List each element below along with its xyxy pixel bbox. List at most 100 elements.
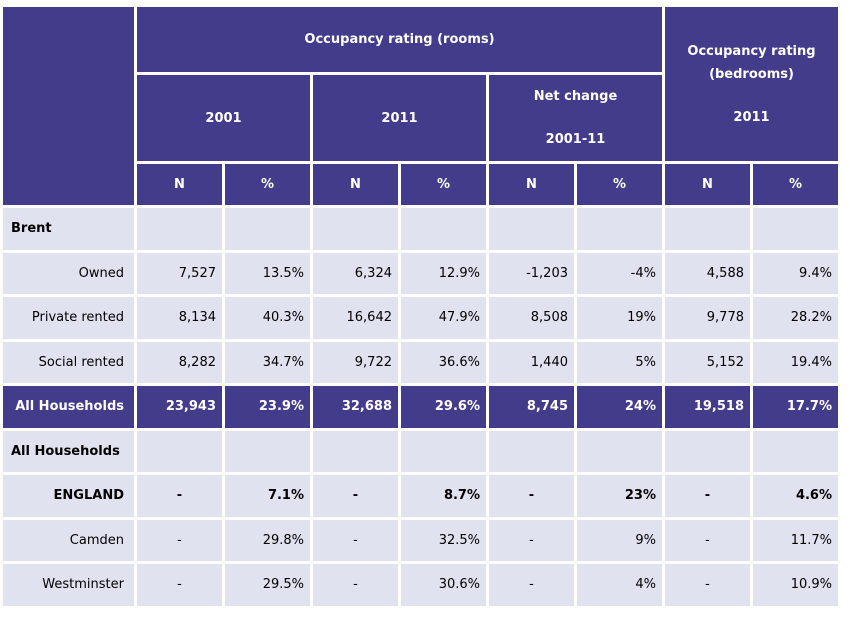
empty-cell: [753, 208, 838, 250]
table-cell: 7.1%: [225, 475, 310, 517]
table-cell: 9%: [577, 519, 662, 561]
header-occupancy-bedrooms-line1: Occupancy rating: [687, 43, 816, 59]
table-cell: -1,203: [489, 252, 574, 294]
table-cell: -: [665, 564, 750, 606]
table-cell: -: [313, 475, 398, 517]
table-row: ENGLAND - 7.1% - 8.7% - 23% - 4.6%: [3, 475, 838, 517]
empty-cell: [753, 430, 838, 472]
table-cell: 19%: [577, 297, 662, 339]
table-row: Social rented 8,282 34.7% 9,722 36.6% 1,…: [3, 341, 838, 383]
empty-cell: [137, 208, 222, 250]
table-row: Private rented 8,134 40.3% 16,642 47.9% …: [3, 297, 838, 339]
header-occupancy-bedrooms: Occupancy rating (bedrooms) 2011: [665, 7, 838, 161]
table-cell: -: [137, 519, 222, 561]
table-cell: 29.6%: [401, 386, 486, 428]
table-row: Camden - 29.8% - 32.5% - 9% - 11.7%: [3, 519, 838, 561]
section-row-all-households: All Households: [3, 430, 838, 472]
table-cell: 29.5%: [225, 564, 310, 606]
table-cell: 40.3%: [225, 297, 310, 339]
row-label: Camden: [3, 519, 134, 561]
table-cell: 5%: [577, 341, 662, 383]
table-cell: 9,722: [313, 341, 398, 383]
empty-cell: [313, 430, 398, 472]
table-cell: 32,688: [313, 386, 398, 428]
header-blank-cell: [3, 7, 134, 205]
table-cell: 30.6%: [401, 564, 486, 606]
section-row-brent: Brent: [3, 208, 838, 250]
table-cell: 9,778: [665, 297, 750, 339]
empty-cell: [665, 430, 750, 472]
col-header-n: N: [489, 164, 574, 205]
empty-cell: [225, 208, 310, 250]
table-cell: 1,440: [489, 341, 574, 383]
empty-cell: [489, 208, 574, 250]
table-cell: 29.8%: [225, 519, 310, 561]
table-cell: 23%: [577, 475, 662, 517]
table-cell: -4%: [577, 252, 662, 294]
table-cell: 6,324: [313, 252, 398, 294]
table-cell: 36.6%: [401, 341, 486, 383]
header-year-2001: 2001: [137, 75, 310, 161]
col-header-pct: %: [225, 164, 310, 205]
row-label: All Households: [3, 386, 134, 428]
row-label: Social rented: [3, 341, 134, 383]
col-header-pct: %: [753, 164, 838, 205]
header-occupancy-rooms: Occupancy rating (rooms): [137, 7, 662, 72]
table-cell: 12.9%: [401, 252, 486, 294]
empty-cell: [489, 430, 574, 472]
table-cell: 4,588: [665, 252, 750, 294]
col-header-pct: %: [401, 164, 486, 205]
empty-cell: [577, 208, 662, 250]
table-cell: -: [489, 475, 574, 517]
table-cell: 4%: [577, 564, 662, 606]
table-row: Owned 7,527 13.5% 6,324 12.9% -1,203 -4%…: [3, 252, 838, 294]
table-cell: 11.7%: [753, 519, 838, 561]
table-cell: -: [665, 519, 750, 561]
row-label: Owned: [3, 252, 134, 294]
table-cell: 17.7%: [753, 386, 838, 428]
table-cell: 24%: [577, 386, 662, 428]
table-cell: 23,943: [137, 386, 222, 428]
empty-cell: [401, 208, 486, 250]
empty-cell: [665, 208, 750, 250]
section-label-brent: Brent: [3, 208, 134, 250]
table-cell: 19,518: [665, 386, 750, 428]
table-cell: -: [313, 564, 398, 606]
table-cell: 47.9%: [401, 297, 486, 339]
empty-cell: [225, 430, 310, 472]
table-cell: 10.9%: [753, 564, 838, 606]
table-cell: 8,745: [489, 386, 574, 428]
empty-cell: [401, 430, 486, 472]
table-cell: 16,642: [313, 297, 398, 339]
col-header-n: N: [665, 164, 750, 205]
empty-cell: [313, 208, 398, 250]
table-cell: 32.5%: [401, 519, 486, 561]
row-label: Westminster: [3, 564, 134, 606]
row-label: ENGLAND: [3, 475, 134, 517]
col-header-pct: %: [577, 164, 662, 205]
table-cell: -: [137, 564, 222, 606]
table-cell: -: [489, 519, 574, 561]
col-header-n: N: [137, 164, 222, 205]
header-year-2011: 2011: [313, 75, 486, 161]
table-cell: -: [665, 475, 750, 517]
table-cell: 28.2%: [753, 297, 838, 339]
table-cell: 19.4%: [753, 341, 838, 383]
table-cell: 9.4%: [753, 252, 838, 294]
header-net-change-line1: Net change: [533, 89, 618, 104]
table-cell: 5,152: [665, 341, 750, 383]
table-cell: 8,282: [137, 341, 222, 383]
header-net-change: Net change 2001-11: [489, 75, 662, 161]
col-header-n: N: [313, 164, 398, 205]
header-net-change-line2: 2001-11: [545, 132, 606, 147]
table-cell: 8.7%: [401, 475, 486, 517]
table-row: Westminster - 29.5% - 30.6% - 4% - 10.9%: [3, 564, 838, 606]
table-cell: -: [313, 519, 398, 561]
table-cell: -: [489, 564, 574, 606]
table-cell: 34.7%: [225, 341, 310, 383]
table-cell: 7,527: [137, 252, 222, 294]
section-label-all-households: All Households: [3, 430, 134, 472]
empty-cell: [137, 430, 222, 472]
occupancy-table: Occupancy rating (rooms) Occupancy ratin…: [0, 4, 841, 609]
